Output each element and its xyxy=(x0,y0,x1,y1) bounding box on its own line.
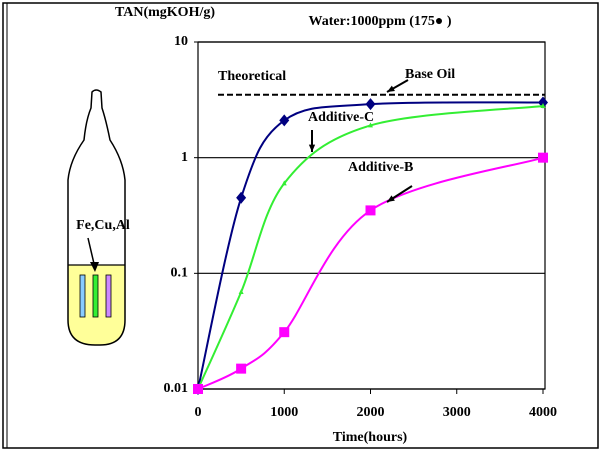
series-label: Base Oil xyxy=(405,67,455,82)
series-line xyxy=(198,106,543,389)
subtitle: Water:1000ppm (175● ) xyxy=(309,14,452,29)
x-tick-label: 1000 xyxy=(270,405,298,420)
x-tick-label: 0 xyxy=(195,405,202,420)
x-tick-label: 3000 xyxy=(443,405,471,420)
x-axis-title: Time(hours) xyxy=(333,430,408,445)
x-tick-label: 2000 xyxy=(357,405,385,420)
y-tick-label: 10 xyxy=(174,34,188,49)
y-tick-label: 1 xyxy=(181,150,188,165)
y-tick-label: 0.1 xyxy=(171,266,189,281)
diagram-label: Fe,Cu,Al xyxy=(76,218,130,233)
x-tick-label: 4000 xyxy=(529,405,557,420)
reference-label: Theoretical xyxy=(218,69,286,84)
data-point xyxy=(236,364,246,374)
data-point xyxy=(279,114,289,126)
data-point xyxy=(236,192,246,204)
series-line xyxy=(198,102,543,389)
data-point xyxy=(366,205,376,215)
y-axis-title: TAN(mgKOH/g) xyxy=(115,5,215,20)
data-point xyxy=(193,384,203,394)
data-point xyxy=(366,98,376,110)
chart: Fe,Cu,Al TAN(mgKOH/g) Water:1000ppm (175… xyxy=(0,0,602,452)
data-point xyxy=(538,153,548,163)
data-point xyxy=(279,327,289,337)
series-label: Additive-B xyxy=(348,160,413,175)
y-tick-label: 0.01 xyxy=(164,381,189,396)
arrow-head xyxy=(309,145,315,152)
series-label: Additive-C xyxy=(308,110,374,125)
